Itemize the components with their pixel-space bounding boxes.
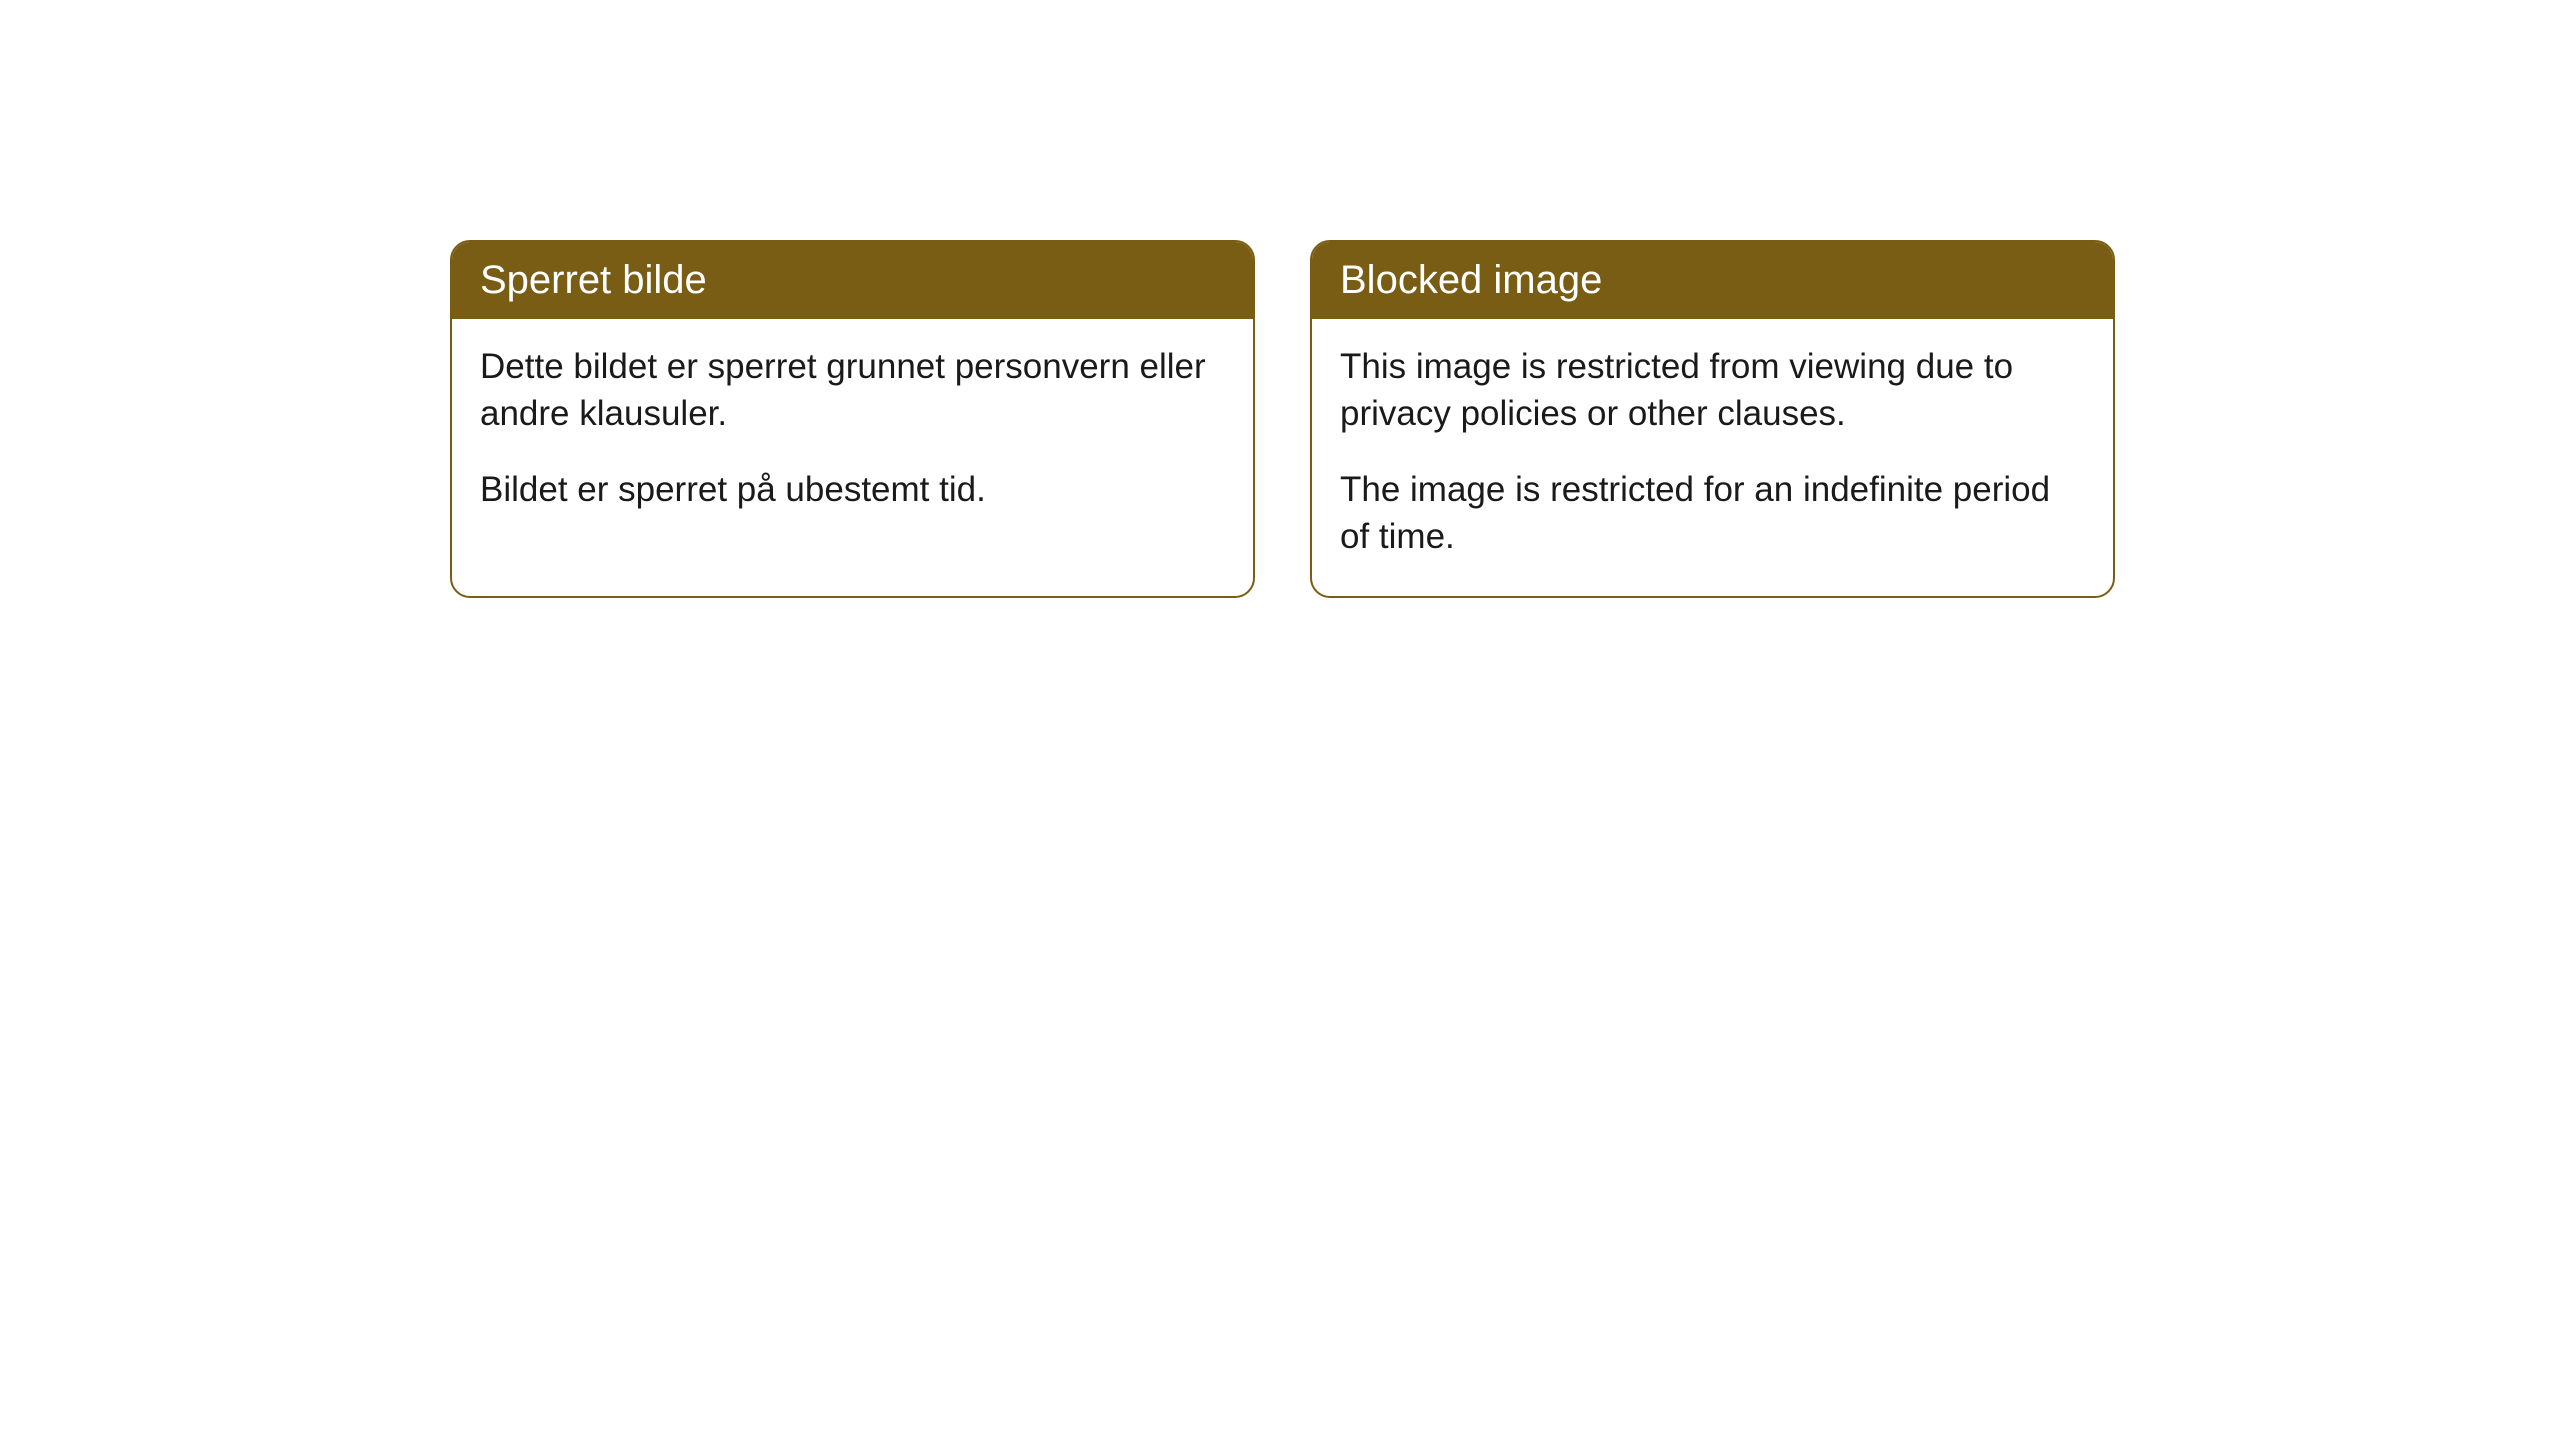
card-body-no: Dette bildet er sperret grunnet personve… [452, 319, 1253, 549]
card-text-no-1: Dette bildet er sperret grunnet personve… [480, 343, 1225, 438]
info-cards-container: Sperret bilde Dette bildet er sperret gr… [450, 240, 2115, 598]
blocked-image-card-en: Blocked image This image is restricted f… [1310, 240, 2115, 598]
card-body-en: This image is restricted from viewing du… [1312, 319, 2113, 596]
card-text-en-2: The image is restricted for an indefinit… [1340, 466, 2085, 561]
card-text-en-1: This image is restricted from viewing du… [1340, 343, 2085, 438]
card-title-en: Blocked image [1312, 242, 2113, 319]
blocked-image-card-no: Sperret bilde Dette bildet er sperret gr… [450, 240, 1255, 598]
card-title-no: Sperret bilde [452, 242, 1253, 319]
card-text-no-2: Bildet er sperret på ubestemt tid. [480, 466, 1225, 513]
